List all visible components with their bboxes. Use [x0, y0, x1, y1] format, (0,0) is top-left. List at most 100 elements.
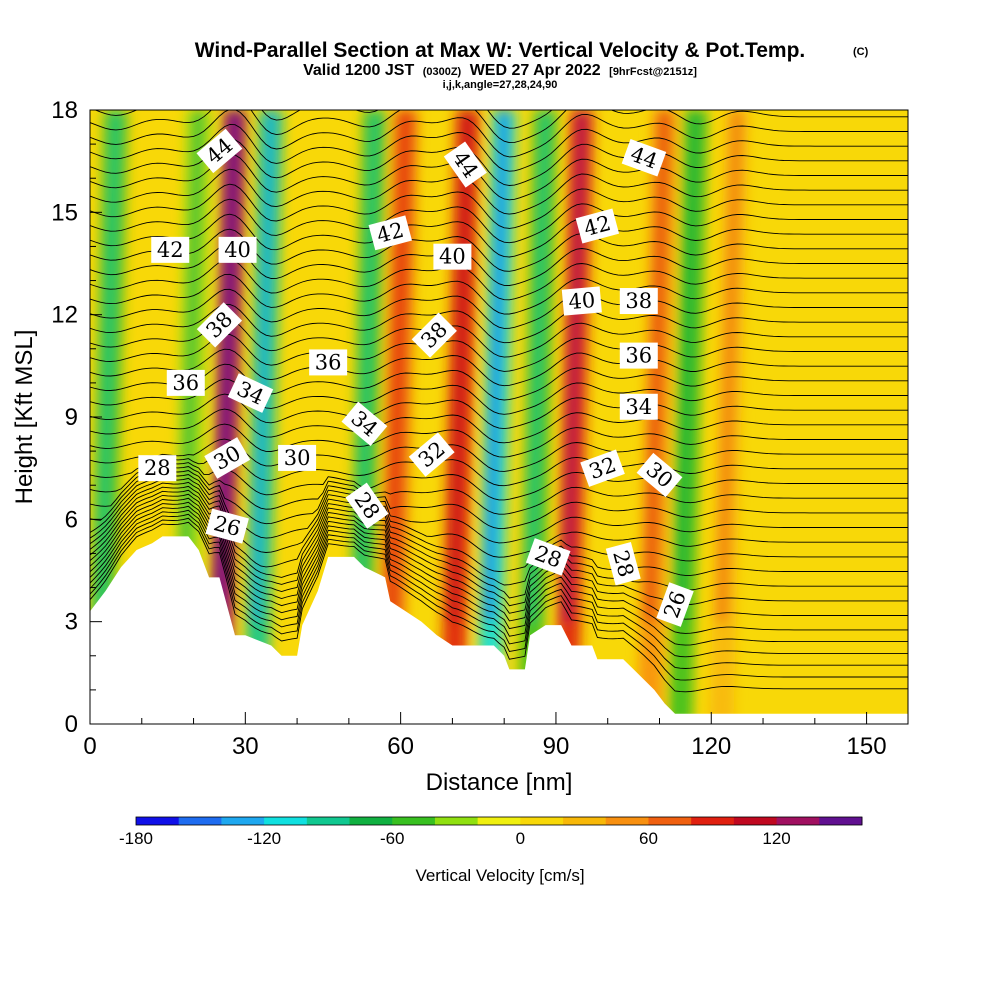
chart-title-units: (C) [853, 46, 869, 58]
contour-label-box [166, 369, 205, 396]
colorbar-swatch [349, 817, 393, 825]
theta-contour-line [90, 517, 908, 681]
contour-label: 40 [218, 236, 257, 263]
theta-contour-line [90, 378, 908, 415]
velocity-column-core [483, 110, 510, 622]
theta-contour-line [90, 213, 908, 258]
theta-contour-line [90, 168, 908, 215]
contour-label: 36 [619, 342, 658, 369]
x-tick-label: 90 [543, 733, 570, 760]
contour-label: 30 [278, 444, 317, 471]
theta-contour-line [90, 110, 908, 158]
theta-contour-line [90, 466, 908, 515]
y-tick-label: 3 [65, 609, 78, 636]
contour-label-text: 40 [567, 288, 596, 314]
contour-label: 36 [166, 369, 205, 396]
contour-label-box [345, 482, 389, 529]
colorbar-swatch [819, 817, 863, 825]
contour-label-box [443, 141, 487, 188]
contour-label-box [204, 437, 251, 479]
theta-contour-line [90, 497, 908, 620]
x-tick-label: 0 [83, 733, 96, 760]
contour-label: 34 [341, 401, 388, 446]
contour-label-box [636, 452, 683, 498]
theta-contour-line [90, 348, 908, 387]
x-tick-label: 60 [387, 733, 414, 760]
contour-label-box [656, 582, 694, 627]
contour-label-box [309, 349, 348, 376]
chart-grid-info: i,j,k,angle=27,28,24,90 [443, 79, 558, 91]
contour-label-box [621, 139, 667, 177]
theta-contour-line [94, 110, 553, 129]
contour-label-box [575, 208, 620, 244]
colorbar-swatch [648, 817, 692, 825]
contour-label: 42 [151, 236, 190, 263]
colorbar-swatch [733, 817, 778, 825]
colorbar-tick-label: -60 [380, 829, 405, 848]
contour-label: 26 [205, 508, 249, 544]
x-tick-label: 30 [232, 733, 259, 760]
contour-label-box [151, 236, 190, 263]
contour-label: 42 [575, 208, 620, 244]
x-tick-label: 150 [847, 733, 887, 760]
y-tick-label: 9 [65, 404, 78, 431]
y-tick-label: 12 [51, 302, 78, 329]
y-tick-label: 6 [65, 506, 78, 533]
theta-contour-line [90, 474, 908, 544]
velocity-column-core [178, 110, 204, 622]
velocity-column-core [716, 110, 743, 622]
colorbar-swatch [178, 817, 222, 825]
theta-contour-line [90, 363, 908, 401]
contour-label-box [218, 236, 257, 263]
contour-label: 28 [605, 541, 641, 586]
contour-label: 36 [309, 349, 348, 376]
theta-contour-line [90, 438, 908, 472]
x-tick-label: 120 [691, 733, 731, 760]
velocity-column-core [525, 110, 551, 622]
contour-label-box [278, 444, 317, 471]
contour-label-box [196, 128, 243, 174]
contour-label-text: 34 [625, 395, 652, 419]
contour-label: 34 [619, 393, 658, 420]
theta-contour-line [90, 303, 908, 344]
theta-contour-line [90, 273, 908, 315]
colorbar-swatch [434, 817, 479, 825]
terrain-mask [90, 536, 908, 724]
theta-contour-line [90, 521, 908, 693]
theta-contour-line [90, 183, 908, 229]
theta-contour-line [90, 470, 908, 530]
contour-label-text: 36 [172, 371, 199, 395]
contour-label-box [341, 401, 388, 446]
contour-label: 42 [368, 215, 412, 251]
theta-contour-line [90, 423, 908, 458]
velocity-column-core [95, 110, 121, 622]
contour-label-text: 28 [144, 456, 171, 480]
velocity-column-core [675, 110, 701, 622]
contour-label-box [525, 538, 571, 576]
velocity-column-core [447, 110, 473, 622]
contour-label-text: 36 [315, 350, 342, 374]
theta-contour-line [90, 110, 908, 144]
contour-label-box [408, 432, 455, 477]
contour-label-box [619, 342, 658, 369]
contour-label-text: 40 [439, 245, 466, 269]
colorbar-frame [135, 816, 863, 826]
colorbar-swatch [563, 817, 607, 825]
velocity-column-core [561, 110, 587, 622]
contour-label-box [561, 286, 602, 316]
colorbar-swatch [605, 817, 649, 825]
contour-label: 38 [619, 288, 658, 315]
contour-label-text: 38 [625, 289, 652, 313]
y-axis-label: Height [Kft MSL] [11, 330, 38, 505]
velocity-column-core [250, 110, 277, 622]
contour-label-box [605, 541, 641, 586]
y-tick-label: 15 [51, 199, 78, 226]
colorbar-label: Vertical Velocity [cm/s] [415, 866, 584, 885]
colorbar-swatch [691, 817, 735, 825]
theta-contours [90, 110, 908, 693]
colorbar-swatch [520, 817, 564, 825]
colorbar-swatch [392, 817, 436, 825]
colorbar-swatch [264, 817, 308, 825]
theta-contour-line [90, 501, 908, 634]
